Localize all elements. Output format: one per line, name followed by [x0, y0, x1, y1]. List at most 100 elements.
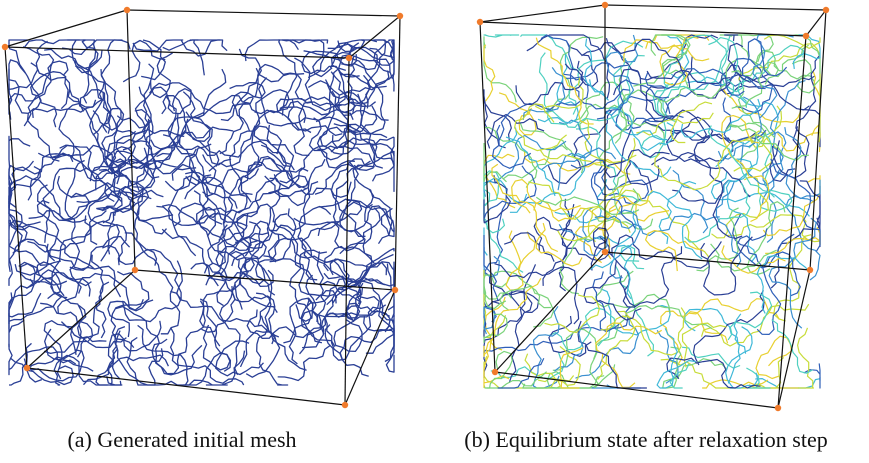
chain — [8, 269, 62, 324]
chain — [8, 160, 35, 204]
chain — [522, 375, 605, 389]
chain — [281, 39, 333, 78]
chain — [803, 363, 821, 389]
chain — [688, 298, 780, 320]
chain — [589, 79, 668, 141]
chain — [319, 93, 366, 155]
chain — [320, 261, 395, 335]
chain — [82, 39, 97, 104]
chain — [494, 263, 580, 325]
chain — [483, 235, 499, 301]
chain — [323, 189, 375, 272]
chain — [115, 330, 164, 386]
chain — [732, 213, 782, 335]
chain — [27, 153, 137, 201]
chain — [301, 50, 360, 78]
chain — [138, 86, 160, 179]
chain — [535, 222, 583, 267]
chain — [645, 230, 704, 272]
chain — [324, 304, 387, 361]
chain — [492, 124, 532, 169]
chain — [96, 189, 164, 212]
chain — [491, 290, 533, 383]
chain — [38, 144, 115, 203]
chain — [231, 286, 307, 371]
chain — [228, 177, 281, 249]
chain — [8, 68, 29, 115]
chain — [504, 232, 555, 262]
chain — [8, 239, 62, 266]
chain — [346, 199, 395, 238]
chain — [277, 344, 331, 382]
chain — [770, 158, 821, 252]
chain — [497, 357, 545, 389]
cube-edge — [134, 269, 396, 291]
cube-edge — [604, 251, 811, 271]
chain — [297, 205, 332, 281]
chain — [558, 206, 608, 257]
chain — [792, 34, 821, 69]
chain — [554, 323, 588, 372]
chain — [56, 175, 90, 221]
cube-edge — [26, 269, 136, 369]
cube-corner — [806, 266, 814, 274]
cube-edge — [479, 4, 606, 23]
chain — [44, 48, 111, 134]
chain — [595, 322, 662, 388]
chain — [727, 214, 821, 246]
chain — [605, 124, 672, 178]
chain — [636, 112, 714, 136]
chain — [552, 328, 599, 389]
chain — [332, 160, 371, 238]
chain — [338, 70, 390, 121]
chain — [205, 350, 246, 386]
chain — [246, 309, 321, 340]
chain — [95, 281, 110, 339]
chain — [587, 206, 631, 243]
chain — [669, 363, 690, 389]
chain — [90, 220, 120, 262]
chain — [102, 244, 158, 266]
chain — [76, 254, 104, 358]
chain — [64, 159, 85, 294]
cube-edge — [777, 35, 807, 409]
chain — [135, 148, 197, 191]
chain — [365, 266, 395, 354]
chain — [126, 336, 213, 386]
network-b — [483, 34, 821, 389]
chain — [323, 253, 394, 283]
chain — [223, 168, 260, 224]
cube-corner — [822, 6, 830, 14]
chain — [22, 46, 55, 127]
chain — [151, 300, 206, 375]
chain — [219, 283, 280, 338]
chain — [686, 56, 770, 99]
chain — [264, 175, 319, 207]
cube-edge — [126, 9, 136, 271]
chain — [659, 59, 736, 103]
chain — [220, 48, 262, 122]
chain — [317, 198, 363, 237]
chain — [182, 91, 232, 166]
chain — [66, 39, 103, 69]
chain — [544, 294, 600, 334]
chain — [654, 139, 754, 191]
chain — [483, 143, 507, 183]
chain — [738, 43, 821, 81]
chain — [127, 113, 180, 170]
cube-corner — [131, 266, 139, 274]
chain — [201, 274, 236, 333]
chain — [755, 335, 793, 380]
chain — [348, 42, 386, 136]
chain — [771, 126, 807, 179]
chain — [687, 76, 779, 142]
chain — [171, 88, 247, 115]
chain — [568, 40, 644, 115]
chain — [133, 193, 182, 300]
chain — [633, 34, 691, 87]
cube-edge — [479, 21, 496, 373]
chain — [666, 116, 714, 144]
chain — [700, 236, 753, 296]
chain — [69, 235, 131, 271]
chain — [185, 94, 259, 119]
